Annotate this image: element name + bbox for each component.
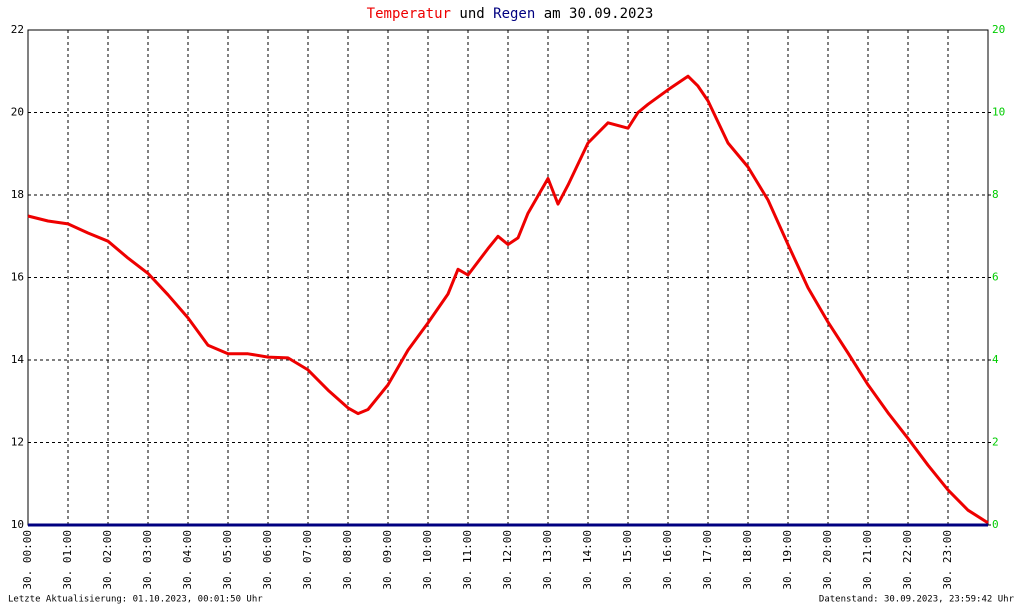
x-tick-label: 30. 13:00 bbox=[541, 530, 554, 590]
y-tick-label: 22 bbox=[11, 23, 24, 36]
x-tick-label: 30. 18:00 bbox=[741, 530, 754, 590]
x-tick-label: 30. 14:00 bbox=[581, 530, 594, 590]
y-tick-label: 16 bbox=[11, 271, 24, 284]
x-tick-label: 30. 04:00 bbox=[181, 530, 194, 590]
x-tick-label: 30. 10:00 bbox=[421, 530, 434, 590]
x-tick-label: 30. 19:00 bbox=[781, 530, 794, 590]
y2-tick-label: 0 bbox=[992, 518, 999, 531]
title-word: Regen bbox=[493, 6, 535, 22]
x-tick-label: 30. 07:00 bbox=[301, 530, 314, 590]
x-tick-label: 30. 11:00 bbox=[461, 530, 474, 590]
x-tick-label: 30. 05:00 bbox=[221, 530, 234, 590]
title-word: Temperatur bbox=[367, 6, 451, 22]
title-word: und bbox=[459, 6, 484, 22]
y-tick-label: 14 bbox=[11, 353, 25, 366]
x-tick-label: 30. 02:00 bbox=[101, 530, 114, 590]
x-tick-label: 30. 22:00 bbox=[901, 530, 914, 590]
y2-top-label: 20 bbox=[992, 23, 1005, 36]
title-word: am 30.09.2023 bbox=[544, 6, 654, 22]
y-tick-label: 12 bbox=[11, 436, 24, 449]
x-tick-label: 30. 20:00 bbox=[821, 530, 834, 590]
y2-tick-label: 2 bbox=[992, 436, 999, 449]
footer-left: Letzte Aktualisierung: 01.10.2023, 00:01… bbox=[8, 595, 263, 605]
x-tick-label: 30. 23:00 bbox=[941, 530, 954, 590]
series-line bbox=[27, 74, 989, 525]
y-tick-label: 20 bbox=[11, 106, 24, 119]
x-tick-label: 30. 08:00 bbox=[341, 530, 354, 590]
x-tick-label: 30. 15:00 bbox=[621, 530, 634, 590]
x-tick-label: 30. 12:00 bbox=[501, 530, 514, 590]
chart-title: Temperatur und Regen am 30.09.2023 bbox=[367, 6, 654, 22]
x-tick-label: 30. 06:00 bbox=[261, 530, 274, 590]
x-tick-label: 30. 00:00 bbox=[21, 530, 34, 590]
x-tick-label: 30. 16:00 bbox=[661, 530, 674, 590]
x-tick-label: 30. 09:00 bbox=[381, 530, 394, 590]
y2-tick-label: 6 bbox=[992, 271, 999, 284]
x-tick-label: 30. 21:00 bbox=[861, 530, 874, 590]
y2-tick-label: 8 bbox=[992, 188, 999, 201]
x-tick-label: 30. 17:00 bbox=[701, 530, 714, 590]
y2-tick-label: 10 bbox=[992, 106, 1005, 119]
y-tick-label: 18 bbox=[11, 188, 24, 201]
x-tick-label: 30. 03:00 bbox=[141, 530, 154, 590]
footer-right: Datenstand: 30.09.2023, 23:59:42 Uhr bbox=[819, 595, 1015, 605]
x-tick-label: 30. 01:00 bbox=[61, 530, 74, 590]
y-tick-label: 10 bbox=[11, 518, 24, 531]
y2-tick-label: 4 bbox=[992, 353, 999, 366]
